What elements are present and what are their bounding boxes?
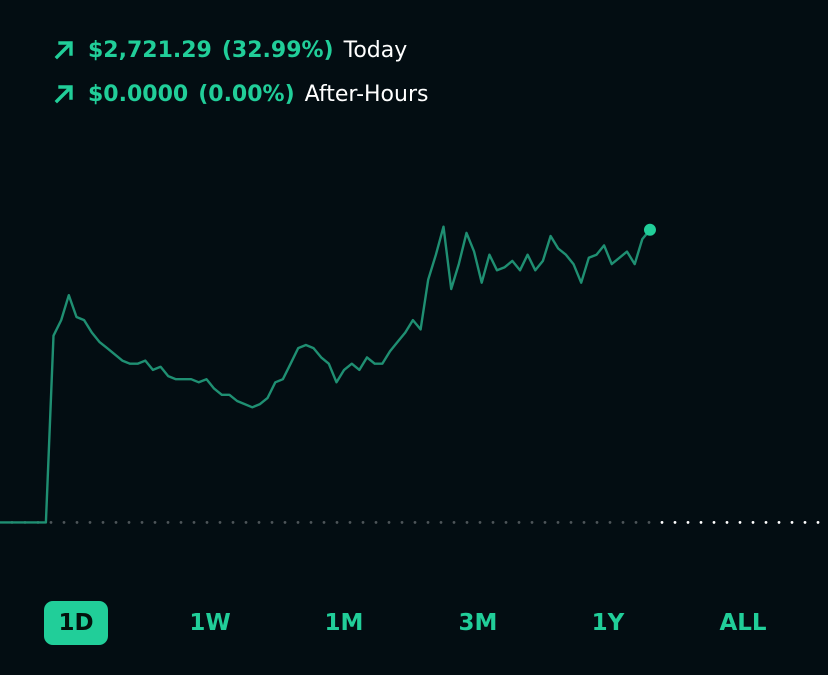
after-hours-change-amount: $0.0000 xyxy=(88,81,189,107)
baseline-dot xyxy=(88,521,92,524)
baseline-dot xyxy=(595,521,599,524)
baseline-dot xyxy=(621,521,625,524)
baseline-dot xyxy=(764,521,768,524)
baseline-dot xyxy=(231,521,235,524)
baseline-dot xyxy=(556,521,560,524)
baseline-dot xyxy=(322,521,326,524)
baseline-dot xyxy=(309,521,313,524)
price-line xyxy=(0,225,652,524)
baseline-dot xyxy=(75,521,79,524)
baseline-dot xyxy=(335,521,339,524)
baseline-dot xyxy=(140,521,144,524)
baseline-dot xyxy=(647,521,651,524)
baseline-dot xyxy=(543,521,547,524)
arrow-up-right-icon xyxy=(54,85,73,104)
baseline-dot xyxy=(296,521,300,524)
baseline-dot xyxy=(608,521,612,524)
baseline-dot xyxy=(751,521,755,524)
baseline-dot xyxy=(127,521,131,524)
baseline-dot xyxy=(374,521,378,524)
range-button-3m[interactable]: 3M xyxy=(458,610,498,636)
baseline-dot xyxy=(387,521,391,524)
range-button-1m[interactable]: 1M xyxy=(324,610,364,636)
range-button-1d[interactable]: 1D xyxy=(44,601,108,645)
baseline-dot xyxy=(205,521,209,524)
baseline-dot xyxy=(62,521,66,524)
baseline-dot xyxy=(348,521,352,524)
after-hours-change: $0.0000 (0.00%) After-Hours xyxy=(52,79,428,109)
baseline-dot xyxy=(413,521,417,524)
baseline-dot xyxy=(699,521,703,524)
baseline-dot xyxy=(712,521,716,524)
baseline-dot xyxy=(179,521,183,524)
baseline-dot xyxy=(491,521,495,524)
baseline-dot xyxy=(478,521,482,524)
baseline-dot xyxy=(439,521,443,524)
baseline-dot xyxy=(465,521,469,524)
baseline-dot xyxy=(504,521,508,524)
baseline-dot xyxy=(634,521,638,524)
baseline-dot xyxy=(257,521,261,524)
baseline-dot xyxy=(673,521,677,524)
baseline-dot xyxy=(569,521,573,524)
baseline-dot xyxy=(660,521,664,524)
baseline-dot xyxy=(452,521,456,524)
today-change-percent: (32.99%) xyxy=(221,37,334,63)
baseline-dot xyxy=(803,521,807,524)
baseline-dot xyxy=(218,521,222,524)
time-range-selector: 1D 1W 1M 3M 1Y ALL xyxy=(44,601,794,645)
baseline-dot xyxy=(517,521,521,524)
range-button-1y[interactable]: 1Y xyxy=(591,610,625,636)
baseline-dot xyxy=(361,521,365,524)
baseline-dot xyxy=(166,521,170,524)
baseline-dot xyxy=(725,521,729,524)
today-change-amount: $2,721.29 xyxy=(88,37,212,63)
baseline-dot xyxy=(283,521,287,524)
baseline-dot xyxy=(114,521,118,524)
baseline-dot xyxy=(49,521,53,524)
range-button-all[interactable]: ALL xyxy=(719,610,767,636)
baseline-dot xyxy=(270,521,274,524)
baseline-dot xyxy=(192,521,196,524)
after-hours-label: After-Hours xyxy=(304,81,429,107)
baseline-dot xyxy=(530,521,534,524)
range-button-1w[interactable]: 1W xyxy=(189,610,231,636)
baseline-dot xyxy=(816,521,820,524)
baseline-dot xyxy=(582,521,586,524)
today-label: Today xyxy=(343,37,408,63)
current-price-dot xyxy=(643,223,656,236)
baseline-dot xyxy=(738,521,742,524)
after-hours-change-percent: (0.00%) xyxy=(198,81,295,107)
baseline-dot xyxy=(400,521,404,524)
baseline-dot xyxy=(153,521,157,524)
baseline-dot xyxy=(777,521,781,524)
baseline-dot xyxy=(686,521,690,524)
baseline-dot xyxy=(426,521,430,524)
price-chart[interactable] xyxy=(0,140,828,570)
baseline-dot xyxy=(244,521,248,524)
baseline-dot xyxy=(790,521,794,524)
arrow-up-right-icon xyxy=(54,41,73,60)
previous-close-baseline xyxy=(10,521,820,524)
today-change: $2,721.29 (32.99%) Today xyxy=(52,35,407,65)
baseline-dot xyxy=(101,521,105,524)
